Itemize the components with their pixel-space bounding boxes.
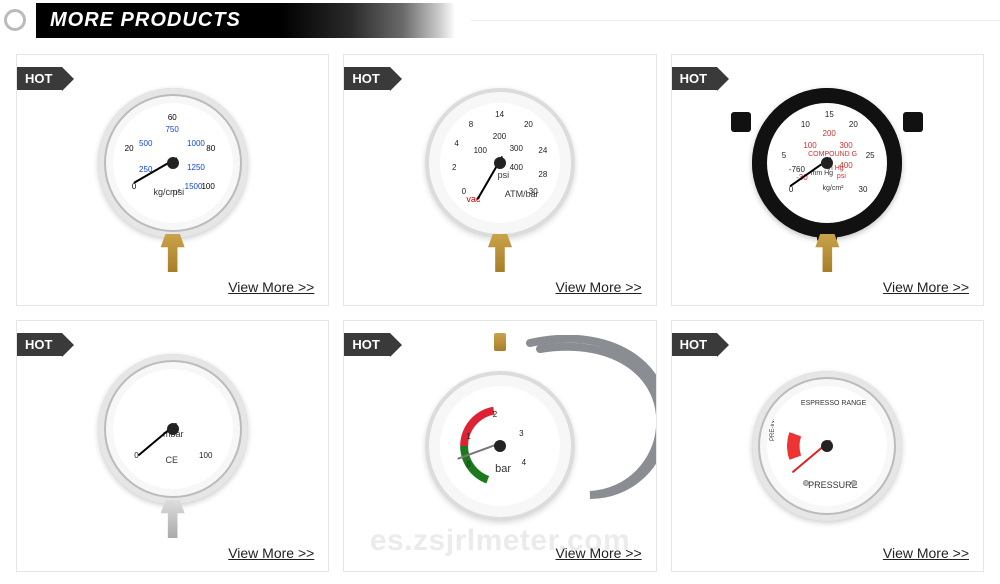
gauge-stem-icon	[815, 234, 839, 272]
product-image: PRESSUREESPRESSO RANGEPRE-INFUSION	[672, 321, 983, 571]
view-more-link[interactable]: View More >>	[556, 545, 642, 561]
gauge-icon: 051015202530100200300400-30-760COMPOUND …	[752, 88, 902, 238]
hot-ribbon: HOT	[672, 67, 717, 90]
gauge-icon: 02481420242830100200300400vacpsiATM/bar	[425, 88, 575, 238]
product-card[interactable]: HOT View More >> 0100602080250500750100012…	[16, 54, 329, 306]
product-image: 02481420242830100200300400vacpsiATM/bar	[344, 55, 655, 305]
header-bullet-icon	[4, 9, 26, 31]
product-card[interactable]: HOT View More >> 0100mbarCE	[16, 320, 329, 572]
hot-ribbon: HOT	[17, 333, 62, 356]
hot-ribbon: HOT	[344, 67, 389, 90]
product-image: 0100602080250500750100012501500kg/cm²psi	[17, 55, 328, 305]
view-more-link[interactable]: View More >>	[883, 545, 969, 561]
header-divider	[471, 20, 1000, 21]
hot-ribbon: HOT	[672, 333, 717, 356]
gauge-icon: 0100602080250500750100012501500kg/cm²psi	[98, 88, 248, 238]
gauge-stem-icon	[161, 500, 185, 538]
product-image: 051015202530100200300400-30-760COMPOUND …	[672, 55, 983, 305]
product-card[interactable]: HOT View More >> 051015202530100200300400-…	[671, 54, 984, 306]
gauge-icon: 0100mbarCE	[98, 354, 248, 504]
product-image: 0100mbarCE	[17, 321, 328, 571]
product-grid: HOT View More >> 0100602080250500750100012…	[0, 40, 1000, 572]
product-card[interactable]: HOT View More >> 0248142024283010020030040…	[343, 54, 656, 306]
hot-ribbon: HOT	[17, 67, 62, 90]
gauge-stem-icon	[488, 234, 512, 272]
view-more-link[interactable]: View More >>	[228, 279, 314, 295]
product-image: 01234bar	[344, 321, 655, 571]
gauge-icon: 01234bar	[425, 371, 575, 521]
gauge-stem-icon	[161, 234, 185, 272]
view-more-link[interactable]: View More >>	[883, 279, 969, 295]
product-card[interactable]: HOT View More >> PRESSUREESPRESSO RANGEPRE…	[671, 320, 984, 572]
section-header: MORE PRODUCTS	[0, 0, 1000, 40]
gauge-icon: PRESSUREESPRESSO RANGEPRE-INFUSION	[752, 371, 902, 521]
product-card[interactable]: HOT View More >> 01234bar	[343, 320, 656, 572]
view-more-link[interactable]: View More >>	[556, 279, 642, 295]
view-more-link[interactable]: View More >>	[228, 545, 314, 561]
header-title: MORE PRODUCTS	[36, 3, 281, 38]
hot-ribbon: HOT	[344, 333, 389, 356]
